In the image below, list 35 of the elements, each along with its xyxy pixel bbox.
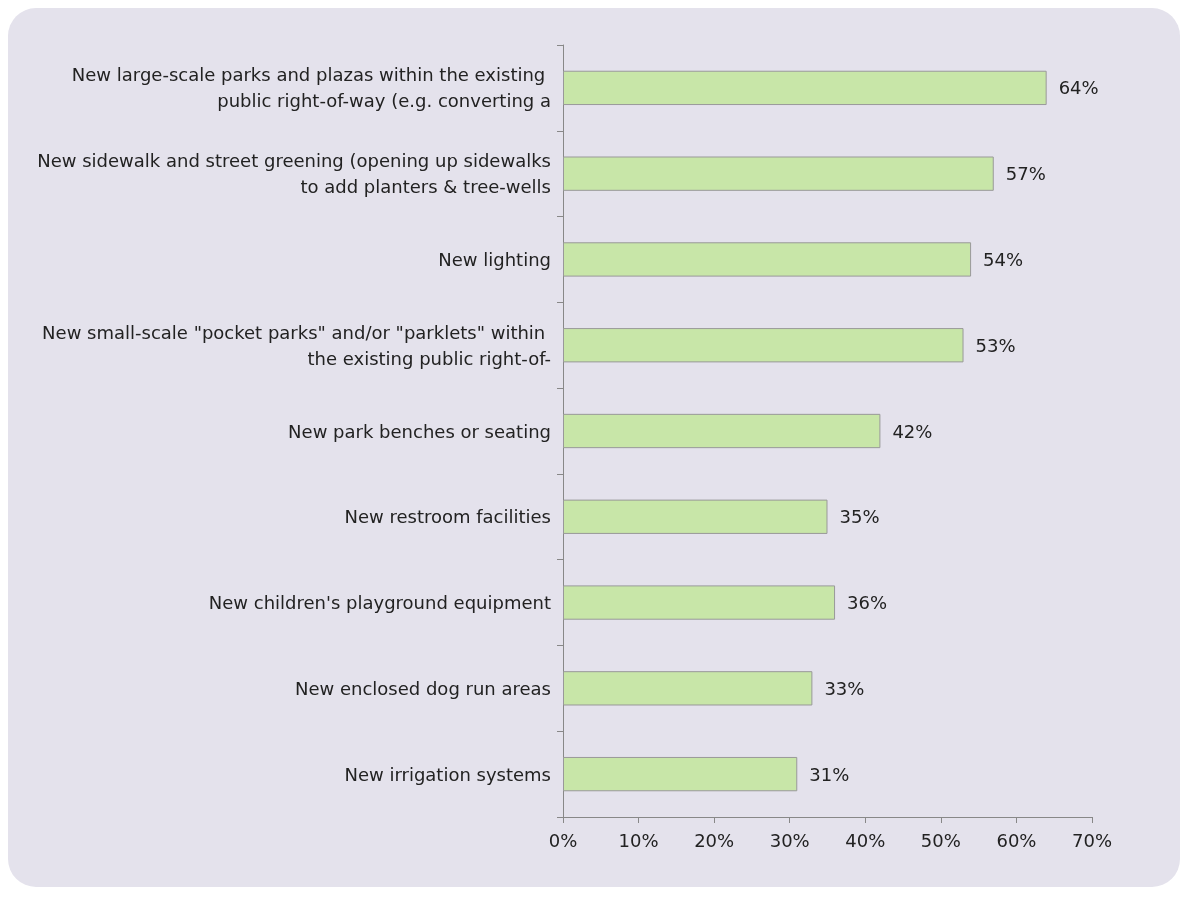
bar <box>563 671 813 706</box>
y-tick-label: New restroom facilities <box>344 506 551 528</box>
y-tick-label: New lighting <box>438 248 551 270</box>
bar <box>563 413 881 449</box>
y-tick-label: New small-scale "pocket parks" and/or "parklets" within the existing public right-of- <box>42 321 551 369</box>
data-label: 64% <box>1058 77 1099 99</box>
bar <box>563 499 828 534</box>
y-tick-label: New children's playground equipment <box>208 592 551 614</box>
y-tick-label: New irrigation systems <box>344 763 551 785</box>
data-label: 33% <box>824 677 865 699</box>
bar <box>563 756 798 792</box>
x-tick-label: 40% <box>845 829 886 851</box>
y-tick-label: New sidewalk and street greening (opening up sidewalks to add planters & tree-wells <box>37 150 551 198</box>
bar <box>563 585 836 620</box>
data-label: 57% <box>1005 163 1046 185</box>
x-tick-label: 50% <box>920 829 961 851</box>
y-tick-label: New park benches or seating <box>288 420 551 442</box>
y-tick-label: New large-scale parks and plazas within the existing public right-of-way (e.g. converting a <box>71 64 551 112</box>
bar <box>563 156 994 191</box>
bar <box>563 328 964 363</box>
x-tick-label: 30% <box>769 829 810 851</box>
data-label: 53% <box>975 334 1016 356</box>
data-label: 31% <box>809 763 850 785</box>
x-tick-label: 10% <box>618 829 659 851</box>
data-label: 42% <box>892 420 933 442</box>
x-tick-label: 60% <box>996 829 1037 851</box>
x-tick-label: 70% <box>1071 829 1113 851</box>
x-tick-label: 0% <box>548 829 578 851</box>
bar <box>563 70 1047 106</box>
y-tick-label: New enclosed dog run areas <box>294 677 551 699</box>
x-tick-label: 20% <box>694 829 735 851</box>
bar <box>563 242 972 277</box>
data-label: 54% <box>983 248 1024 270</box>
data-label: 36% <box>847 592 888 614</box>
data-label: 35% <box>839 506 880 528</box>
